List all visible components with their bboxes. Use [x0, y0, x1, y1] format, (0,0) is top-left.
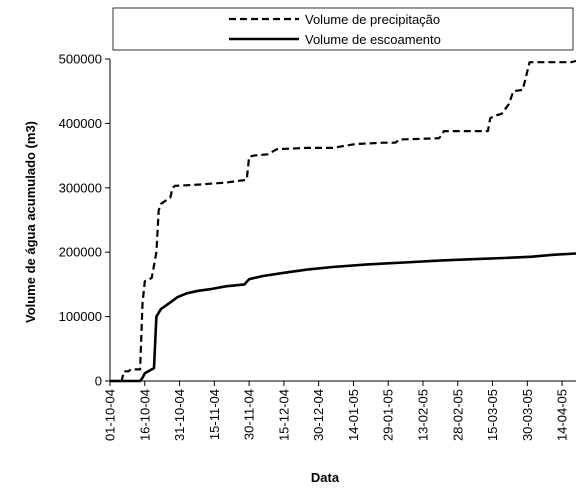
y-tick-label: 200000 [59, 245, 102, 260]
y-axis-ticks: 0 100000 200000 300000 400000 500000 [59, 52, 110, 389]
y-tick-label: 500000 [59, 52, 102, 67]
series-layer [110, 59, 576, 383]
y-tick-label: 400000 [59, 116, 102, 131]
x-tick-label: 30-03-05 [520, 389, 535, 441]
x-axis-title: Data [311, 470, 340, 485]
y-axis-title: Volume de água acumulado (m3) [23, 121, 38, 323]
legend-label-precipitacao: Volume de precipitação [305, 12, 440, 27]
x-tick-label: 14-04-05 [555, 389, 570, 441]
legend-box [112, 7, 574, 51]
x-tick-label: 01-10-04 [103, 389, 118, 441]
x-tick-label: 30-11-04 [242, 389, 257, 440]
y-tick-label: 0 [95, 374, 102, 389]
x-tick-label: 29-01-05 [381, 389, 396, 441]
series-line-escoamento [110, 252, 576, 383]
x-tick-label: 14-01-05 [346, 389, 361, 441]
x-tick-label: 28-02-05 [450, 389, 465, 441]
x-tick-label: 15-12-04 [276, 389, 291, 441]
x-axis-ticks: 01-10-04 16-10-04 31-10-04 15-11-04 30-11-04… [103, 381, 570, 441]
x-tick-label: 15-11-04 [207, 389, 222, 440]
legend-label-escoamento: Volume de escoamento [305, 32, 441, 47]
x-tick-label: 16-10-04 [137, 389, 152, 441]
x-tick-label: 15-03-05 [485, 389, 500, 441]
y-tick-label: 100000 [59, 309, 102, 324]
x-tick-label: 30-12-04 [311, 389, 326, 441]
x-tick-label: 31-10-04 [172, 389, 187, 441]
x-tick-label: 13-02-05 [415, 389, 430, 441]
series-line-precipitacao [110, 59, 576, 383]
legend: Volume de precipitação Volume de escoame… [112, 7, 574, 51]
y-tick-label: 300000 [59, 180, 102, 195]
